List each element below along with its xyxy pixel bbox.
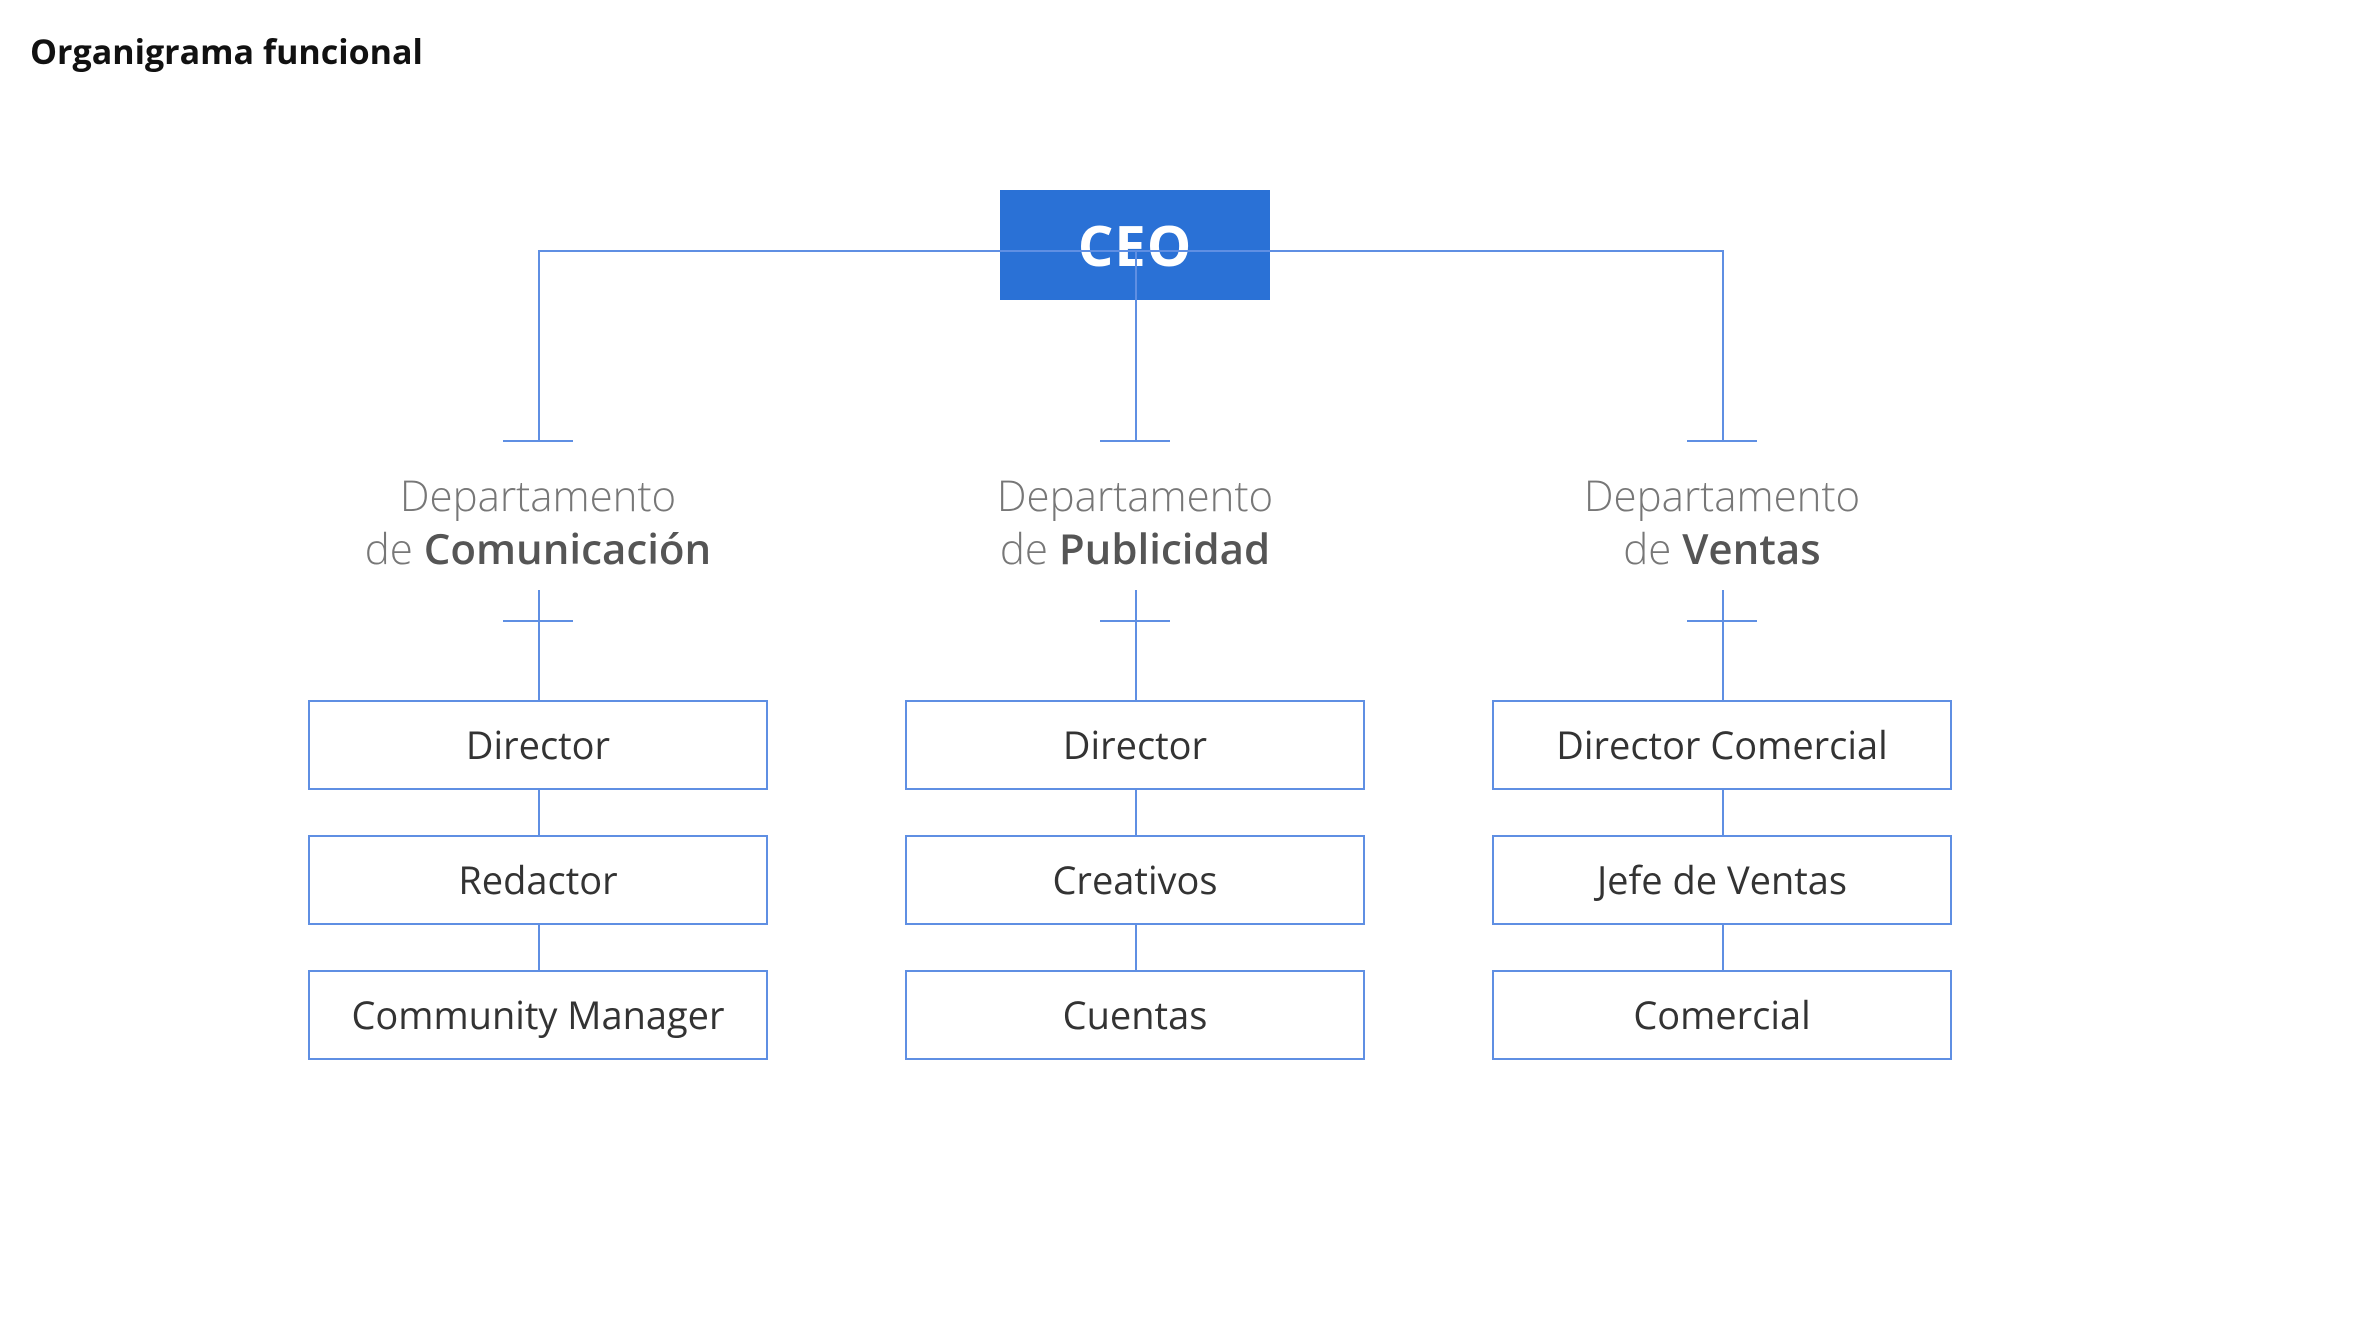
page-title: Organigrama funcional xyxy=(30,28,423,74)
connector-drop-0 xyxy=(538,250,540,440)
role-box: Cuentas xyxy=(905,970,1365,1060)
connector-drop-2 xyxy=(1722,250,1724,440)
role-box: Jefe de Ventas xyxy=(1492,835,1952,925)
role-box: Director Comercial xyxy=(1492,700,1952,790)
connector-hbus xyxy=(538,250,1722,252)
connector-tick-0 xyxy=(503,440,573,442)
connector-dept-tick-1 xyxy=(1100,620,1170,622)
role-box: Director xyxy=(905,700,1365,790)
connector-dept-role-1 xyxy=(1135,590,1137,700)
role-box: Director xyxy=(308,700,768,790)
connector-dept-tick-2 xyxy=(1687,620,1757,622)
dept-label-0: Departamentode Comunicación xyxy=(308,470,768,575)
role-box: Creativos xyxy=(905,835,1365,925)
connector-role-2-2 xyxy=(1722,925,1724,970)
dept-label-2: Departamentode Ventas xyxy=(1492,470,1952,575)
role-box: Redactor xyxy=(308,835,768,925)
connector-drop-1 xyxy=(1135,250,1137,440)
connector-dept-role-2 xyxy=(1722,590,1724,700)
connector-role-1-1 xyxy=(1135,790,1137,835)
connector-role-2-1 xyxy=(1722,790,1724,835)
connector-dept-role-0 xyxy=(538,590,540,700)
connector-tick-2 xyxy=(1687,440,1757,442)
connector-role-0-1 xyxy=(538,790,540,835)
connector-tick-1 xyxy=(1100,440,1170,442)
connector-dept-tick-0 xyxy=(503,620,573,622)
connector-role-0-2 xyxy=(538,925,540,970)
role-box: Comercial xyxy=(1492,970,1952,1060)
role-box: Community Manager xyxy=(308,970,768,1060)
connector-role-1-2 xyxy=(1135,925,1137,970)
dept-label-1: Departamentode Publicidad xyxy=(905,470,1365,575)
